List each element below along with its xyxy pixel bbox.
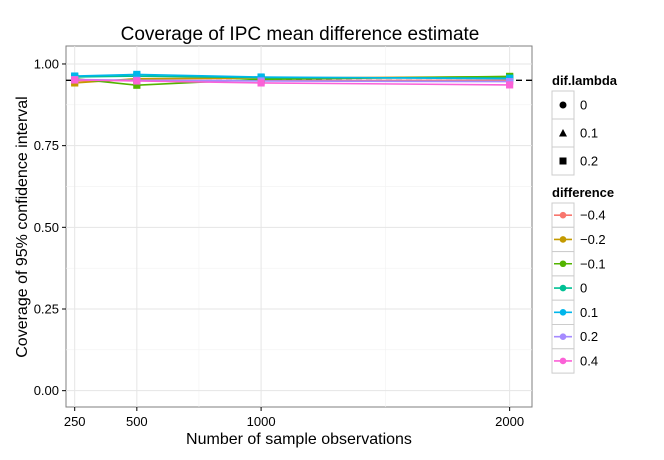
axes-group: 0.00 0.25 0.50 0.75 1.00 250 500 1000 2000 xyxy=(34,56,524,429)
legend-color-dot xyxy=(559,236,567,243)
legend-shape-title: dif.lambda xyxy=(552,73,618,88)
plot-panel xyxy=(65,45,533,408)
data-point-0.4 xyxy=(133,77,141,85)
data-point-0.4 xyxy=(257,79,265,87)
y-tick-label: 0.00 xyxy=(34,383,59,398)
data-point-0.4 xyxy=(506,81,514,89)
y-tick-label: 0.50 xyxy=(34,220,59,235)
data-point--0.1 xyxy=(133,81,141,89)
series-line-0.4 xyxy=(74,79,510,86)
y-tick-label: 1.00 xyxy=(34,56,59,71)
legend-circle-symbol xyxy=(559,101,567,109)
legend-dif-lambda: dif.lambda 0 0.1 0.2 xyxy=(551,73,618,176)
legend-square-symbol xyxy=(559,157,567,165)
data-point-0.4 xyxy=(71,76,79,84)
legend-color-label: 0.4 xyxy=(580,353,598,368)
y-tick-label: 0.75 xyxy=(34,138,59,153)
legend-shape-label: 0.2 xyxy=(580,154,598,169)
y-axis-title: Coverage of 95% confidence interval xyxy=(14,96,31,358)
series-group xyxy=(71,70,514,89)
data-point-0.1 xyxy=(133,70,141,79)
x-tick-label: 500 xyxy=(126,414,148,429)
legend-difference: difference −0.4 −0.2 −0.1 0 0.1 0.2 0.4 xyxy=(551,185,614,374)
legend-triangle-symbol xyxy=(559,129,567,137)
legend-shape-label: 0 xyxy=(580,98,587,113)
legend-color-dot xyxy=(559,357,567,365)
series-line-0.1 xyxy=(74,73,510,80)
legend-shape-label: 0.1 xyxy=(580,126,598,141)
legend-color-label: 0.2 xyxy=(580,329,598,344)
y-tick-label: 0.25 xyxy=(34,301,59,316)
legend-color-label: 0.1 xyxy=(580,305,598,320)
grid xyxy=(66,46,532,407)
legend-color-dot xyxy=(559,309,567,316)
legend-color-label: 0 xyxy=(580,281,587,296)
legend-color-label: −0.4 xyxy=(580,208,606,223)
legend-color-label: −0.1 xyxy=(580,256,606,271)
chart-title: Coverage of IPC mean difference estimate xyxy=(121,24,480,45)
data-point-0.1 xyxy=(257,73,265,81)
legend-color-title: difference xyxy=(552,185,614,200)
x-tick-label: 250 xyxy=(64,414,86,429)
legend-color-label: −0.2 xyxy=(580,232,606,247)
legend-color-dot xyxy=(559,211,567,219)
x-tick-label: 1000 xyxy=(247,414,276,429)
legend-color-dot xyxy=(559,284,567,292)
legend-color-dot xyxy=(559,260,567,268)
x-tick-label: 2000 xyxy=(495,414,524,429)
legend-color-dot xyxy=(559,333,567,340)
x-axis-title: Number of sample observations xyxy=(186,431,412,448)
